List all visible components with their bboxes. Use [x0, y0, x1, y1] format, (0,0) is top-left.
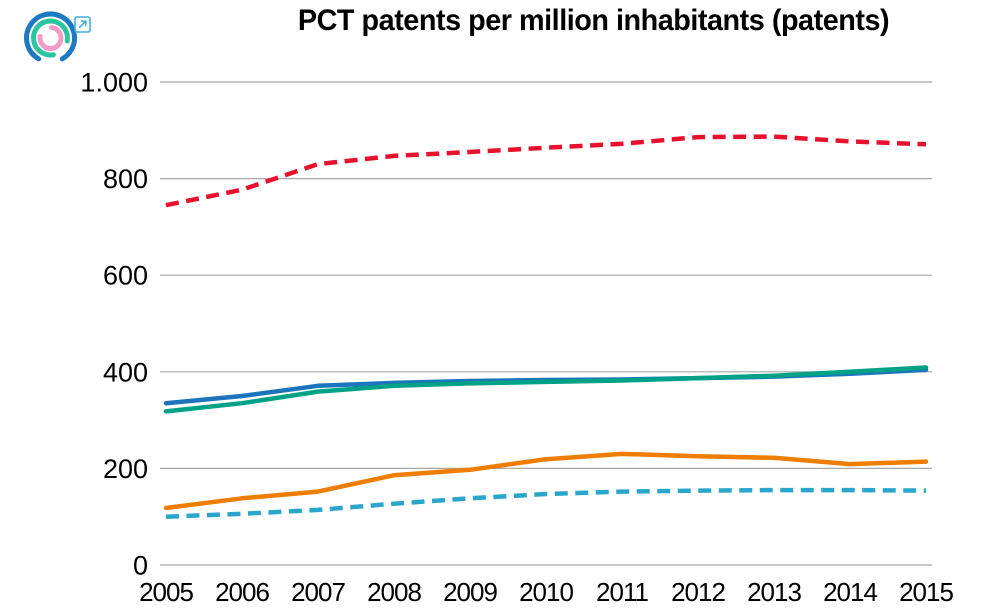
orange-solid-line [163, 451, 929, 511]
x-tick-label-2009: 2009 [443, 577, 497, 607]
y-tick-label-800: 800 [103, 164, 148, 194]
x-tick-label-2008: 2008 [367, 577, 421, 607]
external-link-arrow-head [81, 20, 87, 26]
logo-inner-arc [37, 25, 64, 51]
external-link-box [74, 16, 91, 33]
y-tick-label-600: 600 [103, 261, 148, 291]
y-tick-label-400: 400 [103, 357, 148, 387]
y-tick-label-1000: 1.000 [80, 68, 148, 98]
x-tick-label-2007: 2007 [291, 577, 345, 607]
x-tick-label-2013: 2013 [747, 577, 801, 607]
y-tick-label-200: 200 [103, 454, 148, 484]
x-tick-label-2012: 2012 [671, 577, 725, 607]
concentric-arcs-logo [24, 11, 77, 65]
x-tick-label-2015: 2015 [899, 577, 953, 607]
external-link-icon[interactable] [74, 16, 91, 33]
logo-outer-arc [24, 11, 77, 65]
x-tick-label-2014: 2014 [823, 577, 877, 607]
chart-title: PCT patents per million inhabitants (pat… [297, 4, 890, 37]
x-tick-label-2011: 2011 [596, 577, 648, 607]
green-solid-line [163, 365, 929, 414]
red-dashed-line [165, 134, 927, 208]
x-tick-label-2005: 2005 [139, 577, 193, 607]
cyan-dashed-line [165, 487, 927, 519]
y-tick-label-0: 0 [133, 551, 148, 581]
logo-middle-arc [31, 18, 70, 58]
external-link-arrow-shaft [78, 21, 86, 29]
x-tick-label-2006: 2006 [215, 577, 269, 607]
x-tick-label-2010: 2010 [519, 577, 573, 607]
